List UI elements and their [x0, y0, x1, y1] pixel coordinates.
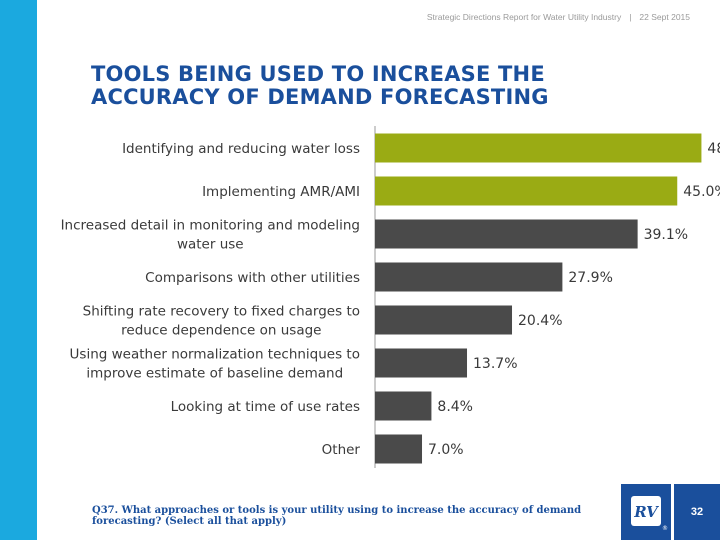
bar — [375, 262, 563, 292]
bar — [375, 348, 468, 378]
category-label: Other — [322, 442, 361, 458]
report-name: Strategic Directions Report for Water Ut… — [426, 12, 622, 22]
bar — [375, 434, 423, 464]
bar-value-label: 27.9% — [568, 270, 612, 286]
bar — [375, 305, 513, 335]
bar-value-label: 8.4% — [437, 399, 473, 415]
company-logo: RV ® — [621, 484, 671, 540]
bar-value-label: 39.1% — [644, 227, 688, 243]
logo-letters: RV — [633, 503, 659, 521]
survey-question-footnote: Q37. What approaches or tools is your ut… — [92, 505, 592, 527]
bar — [375, 391, 432, 421]
bar-value-label: 13.7% — [473, 356, 517, 372]
report-date: 22 Sept 2015 — [639, 12, 690, 22]
bar — [375, 219, 638, 249]
category-label: improve estimate of baseline demand — [86, 366, 343, 382]
title-line-1: TOOLS BEING USED TO INCREASE THE — [91, 62, 545, 86]
logo-graphic: RV ® — [631, 496, 668, 532]
report-header: Strategic Directions Report for Water Ut… — [427, 12, 690, 22]
logo-badge — [631, 496, 661, 526]
category-label: Shifting rate recovery to fixed charges … — [83, 304, 360, 320]
category-label: water use — [177, 237, 244, 253]
footnote-line-1: Q37. What approaches or tools is your ut… — [92, 505, 582, 516]
logo-registered-mark: ® — [662, 525, 668, 532]
category-label: Implementing AMR/AMI — [202, 184, 360, 200]
title-line-2: ACCURACY OF DEMAND FORECASTING — [91, 85, 549, 109]
bar-value-label: 20.4% — [518, 313, 562, 329]
page-number: 32 — [674, 484, 720, 540]
bar — [375, 133, 702, 163]
category-label: Increased detail in monitoring and model… — [61, 218, 360, 234]
category-label: reduce dependence on usage — [121, 323, 321, 339]
bar-value-label: 7.0% — [428, 442, 464, 458]
category-label: Identifying and reducing water loss — [122, 141, 360, 157]
footnote-line-2: forecasting? (Select all that apply) — [92, 516, 287, 527]
category-label: Looking at time of use rates — [171, 399, 360, 415]
category-label: Comparisons with other utilities — [145, 270, 360, 286]
header-separator: | — [629, 12, 632, 22]
category-label: Using weather normalization techniques t… — [70, 347, 360, 363]
bar — [375, 176, 678, 206]
page-title: TOOLS BEING USED TO INCREASE THE ACCURAC… — [91, 63, 611, 109]
bar-value-label: 48.6% — [707, 141, 720, 157]
side-accent-bar — [0, 0, 37, 540]
bar-value-label: 45.0% — [683, 184, 720, 200]
